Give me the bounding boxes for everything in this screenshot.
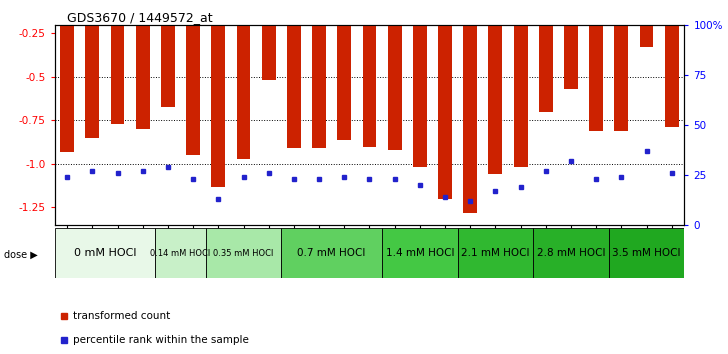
Bar xyxy=(161,0,175,107)
FancyBboxPatch shape xyxy=(155,228,206,278)
FancyBboxPatch shape xyxy=(55,228,155,278)
Bar xyxy=(640,0,654,47)
Bar xyxy=(665,0,678,127)
FancyBboxPatch shape xyxy=(609,228,684,278)
Bar xyxy=(60,0,74,152)
FancyBboxPatch shape xyxy=(382,228,458,278)
Bar xyxy=(287,0,301,148)
Bar xyxy=(237,0,250,159)
Text: dose ▶: dose ▶ xyxy=(4,250,37,260)
FancyBboxPatch shape xyxy=(206,228,281,278)
FancyBboxPatch shape xyxy=(458,228,533,278)
Bar xyxy=(363,0,376,147)
Text: 0.14 mM HOCl: 0.14 mM HOCl xyxy=(151,249,210,258)
Bar xyxy=(388,0,402,150)
Bar xyxy=(211,0,225,187)
Text: 1.4 mM HOCl: 1.4 mM HOCl xyxy=(386,248,454,258)
Bar xyxy=(85,0,99,138)
Bar xyxy=(589,0,603,131)
FancyBboxPatch shape xyxy=(533,228,609,278)
Bar xyxy=(614,0,628,131)
Bar xyxy=(413,0,427,167)
Text: percentile rank within the sample: percentile rank within the sample xyxy=(74,335,250,345)
Bar xyxy=(262,0,276,80)
Bar xyxy=(111,0,124,124)
FancyBboxPatch shape xyxy=(281,228,382,278)
Text: 2.8 mM HOCl: 2.8 mM HOCl xyxy=(537,248,605,258)
Bar xyxy=(186,0,200,155)
Text: 2.1 mM HOCl: 2.1 mM HOCl xyxy=(461,248,530,258)
Bar xyxy=(136,0,150,129)
Bar xyxy=(564,0,578,89)
Bar xyxy=(488,0,502,175)
Text: 0.35 mM HOCl: 0.35 mM HOCl xyxy=(213,249,274,258)
Text: 0.7 mM HOCl: 0.7 mM HOCl xyxy=(298,248,366,258)
Text: 3.5 mM HOCl: 3.5 mM HOCl xyxy=(612,248,681,258)
Bar xyxy=(438,0,452,199)
Bar xyxy=(312,0,326,148)
Text: GDS3670 / 1449572_at: GDS3670 / 1449572_at xyxy=(67,11,213,24)
Bar xyxy=(463,0,477,213)
Text: transformed count: transformed count xyxy=(74,311,171,321)
Bar xyxy=(337,0,351,139)
Text: 0 mM HOCl: 0 mM HOCl xyxy=(74,248,136,258)
Bar xyxy=(514,0,528,167)
Bar xyxy=(539,0,553,112)
